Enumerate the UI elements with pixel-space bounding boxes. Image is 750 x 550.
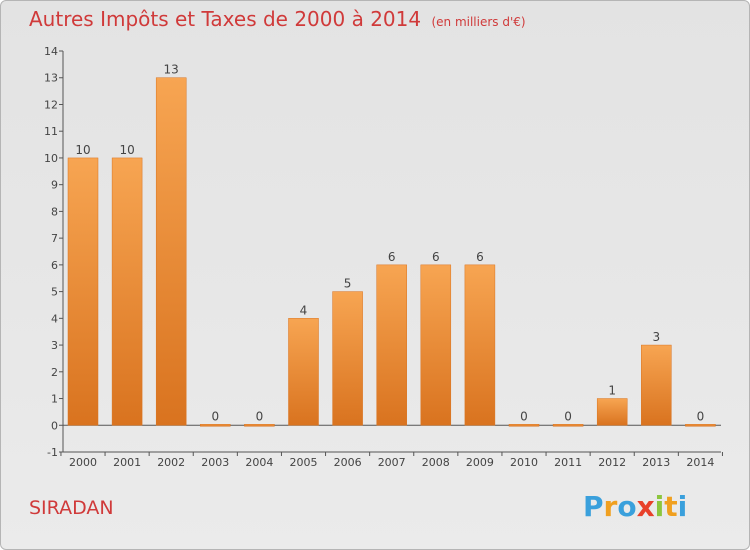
data-label: 1 xyxy=(608,384,616,398)
data-label: 6 xyxy=(476,250,484,264)
x-tick-label: 2007 xyxy=(378,456,406,469)
data-label: 3 xyxy=(652,330,660,344)
data-label: 0 xyxy=(211,409,219,423)
bar xyxy=(641,344,672,426)
bars xyxy=(67,77,716,427)
proxiti-logo: Proxiti xyxy=(583,490,687,523)
y-tick-label: 2 xyxy=(51,366,58,379)
bar xyxy=(332,291,363,426)
logo-letter: t xyxy=(664,490,678,523)
data-label: 4 xyxy=(300,303,308,317)
chart-subtitle: (en milliers d'€) xyxy=(431,15,526,29)
chart-title-text: Autres Impôts et Taxes de 2000 à 2014 xyxy=(29,7,422,31)
bar xyxy=(111,157,143,426)
y-tick-label: 4 xyxy=(51,312,58,325)
logo-letter: P xyxy=(583,490,604,523)
y-tick-label: 10 xyxy=(44,152,58,165)
logo-letter: i xyxy=(677,490,688,523)
bar xyxy=(596,398,628,426)
x-tick-label: 2005 xyxy=(290,456,318,469)
data-label: 0 xyxy=(564,409,572,423)
bar xyxy=(685,424,716,427)
data-label: 0 xyxy=(520,409,528,423)
bar xyxy=(155,77,187,426)
bar xyxy=(552,424,584,427)
data-label: 10 xyxy=(119,143,134,157)
chart-title: Autres Impôts et Taxes de 2000 à 2014 (e… xyxy=(29,7,526,31)
x-tick-label: 2012 xyxy=(598,456,626,469)
x-tick-label: 2002 xyxy=(157,456,185,469)
y-tick-label: 12 xyxy=(44,98,58,111)
y-tick-label: 6 xyxy=(51,259,58,272)
y-tick-label: 11 xyxy=(44,125,58,138)
x-tick-label: 2010 xyxy=(510,456,538,469)
bar xyxy=(288,318,319,426)
x-tick-label: 2013 xyxy=(642,456,670,469)
y-tick-label: 0 xyxy=(51,419,58,432)
x-tick-label: 2009 xyxy=(466,456,494,469)
x-tick-label: 2008 xyxy=(422,456,450,469)
bar xyxy=(244,424,275,427)
x-tick-label: 2003 xyxy=(201,456,229,469)
y-tick-label: 5 xyxy=(51,286,58,299)
bar xyxy=(420,264,452,426)
data-label: 10 xyxy=(75,143,90,157)
y-tick-label: 8 xyxy=(51,205,58,218)
y-tick-label: 1 xyxy=(51,393,58,406)
y-tick-label: 14 xyxy=(44,45,58,58)
y-tick-label: 13 xyxy=(44,72,58,85)
data-label: 5 xyxy=(344,277,352,291)
data-label: 6 xyxy=(432,250,440,264)
bar xyxy=(508,424,540,427)
x-tick-label: 2004 xyxy=(245,456,273,469)
logo-letter: i xyxy=(654,490,665,523)
y-tick-label: 7 xyxy=(51,232,58,245)
data-label: 13 xyxy=(164,63,179,77)
bar xyxy=(67,157,99,426)
y-tick-label: 3 xyxy=(51,339,58,352)
data-label: 6 xyxy=(388,250,396,264)
x-tick-label: 2006 xyxy=(334,456,362,469)
logo-letter: x xyxy=(636,490,655,523)
y-tick-label: -1 xyxy=(47,446,58,459)
x-tick-label: 2001 xyxy=(113,456,141,469)
bar xyxy=(376,264,407,426)
commune-name: SIRADAN xyxy=(29,497,114,519)
logo-letter: o xyxy=(617,490,637,523)
x-tick-label: 2000 xyxy=(69,456,97,469)
y-tick-label: 9 xyxy=(51,179,58,192)
data-label: 0 xyxy=(256,409,264,423)
logo-letter: r xyxy=(603,490,618,523)
x-tick-label: 2014 xyxy=(686,456,714,469)
bar xyxy=(464,264,496,426)
bar xyxy=(200,424,231,427)
x-tick-label: 2011 xyxy=(554,456,582,469)
data-label: 0 xyxy=(697,409,705,423)
